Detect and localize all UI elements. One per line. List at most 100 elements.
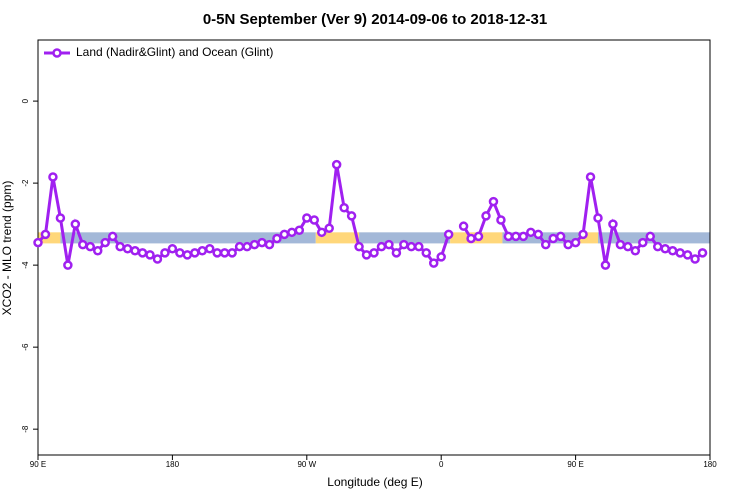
data-point [40, 229, 51, 240]
data-point [608, 219, 618, 229]
data-point [458, 221, 469, 231]
x-tick-label: 180 [166, 460, 180, 469]
data-point [548, 233, 558, 244]
data-point [70, 219, 81, 229]
data-point [630, 246, 641, 256]
data-point [481, 211, 491, 221]
data-point [570, 237, 581, 248]
data-point [563, 239, 573, 250]
data-point [593, 213, 603, 223]
data-point [675, 248, 685, 258]
data-point [428, 258, 439, 268]
data-point [197, 246, 208, 256]
data-point [122, 243, 133, 254]
data-point [414, 241, 424, 252]
band-segment [38, 232, 61, 244]
data-point [249, 239, 260, 250]
data-point [309, 215, 320, 225]
data-point [376, 241, 387, 252]
x-tick-label: 180 [703, 460, 717, 469]
data-point [175, 248, 185, 258]
data-point [667, 246, 678, 256]
data-point [660, 243, 670, 254]
data-point [518, 231, 529, 242]
data-point [466, 233, 476, 244]
data-point [615, 239, 626, 250]
x-tick-label: 90 W [297, 460, 316, 469]
x-tick-label: 90 E [567, 460, 583, 469]
y-tick-label: -6 [21, 343, 30, 351]
data-point [145, 250, 155, 260]
data-point [204, 243, 215, 254]
data-point [369, 248, 379, 258]
y-tick-label: -2 [21, 179, 30, 187]
data-point [234, 241, 245, 252]
data-point [354, 241, 364, 252]
data-point [137, 248, 148, 258]
x-tick-label: 0 [439, 460, 444, 469]
data-point [33, 237, 43, 248]
data-point [623, 241, 633, 252]
data-point [638, 237, 648, 248]
data-point [294, 225, 305, 236]
data-point [212, 248, 222, 258]
data-point [421, 248, 432, 258]
data-point [511, 231, 521, 242]
data-point [339, 202, 349, 213]
data-point [100, 237, 110, 248]
data-point [346, 211, 357, 221]
data-point [78, 239, 88, 250]
data-point [645, 231, 656, 242]
legend-label: Land (Nadir&Glint) and Ocean (Glint) [76, 45, 273, 59]
data-point [436, 252, 446, 262]
data-point [219, 248, 230, 258]
data-point [690, 254, 700, 264]
data-point [503, 231, 514, 242]
data-point [92, 246, 103, 256]
data-point [115, 241, 125, 252]
data-point [578, 229, 588, 240]
band-segment [60, 232, 316, 244]
data-point [406, 241, 417, 252]
data-point [85, 241, 96, 252]
x-tick-label: 90 E [30, 460, 46, 469]
chart-title: 0-5N September (Ver 9) 2014-09-06 to 201… [203, 11, 547, 28]
y-tick-label: -8 [21, 425, 30, 433]
legend-marker [52, 48, 62, 58]
band-segment [359, 232, 451, 244]
data-point [443, 229, 454, 240]
data-point [107, 231, 118, 242]
data-point [279, 229, 290, 240]
data-point [302, 213, 312, 223]
x-axis-label: Longitude (deg E) [327, 475, 422, 489]
data-point [257, 237, 267, 248]
data-point [600, 260, 611, 270]
data-point [496, 215, 506, 225]
y-tick-label: -4 [21, 261, 30, 269]
data-point [130, 246, 140, 256]
data-point [540, 239, 551, 250]
data-point [399, 239, 409, 250]
data-point [227, 248, 237, 258]
band-segment [315, 232, 360, 244]
data-point [697, 248, 708, 258]
data-point [316, 227, 327, 238]
data-point [682, 250, 693, 260]
data-point [48, 172, 58, 182]
data-point [391, 248, 402, 258]
band-segment [578, 232, 598, 244]
data-point [324, 223, 334, 233]
data-point [160, 248, 170, 258]
data-point [555, 231, 566, 242]
data-point [585, 172, 596, 182]
data-point [526, 227, 536, 238]
data-point [55, 213, 66, 223]
data-point [190, 248, 200, 258]
y-axis-label: XCO2 - MLO trend (ppm) [0, 181, 14, 316]
data-point [473, 231, 484, 242]
data-point [182, 250, 193, 260]
data-point [361, 250, 372, 260]
data-point [287, 227, 297, 238]
data-point [264, 239, 275, 250]
